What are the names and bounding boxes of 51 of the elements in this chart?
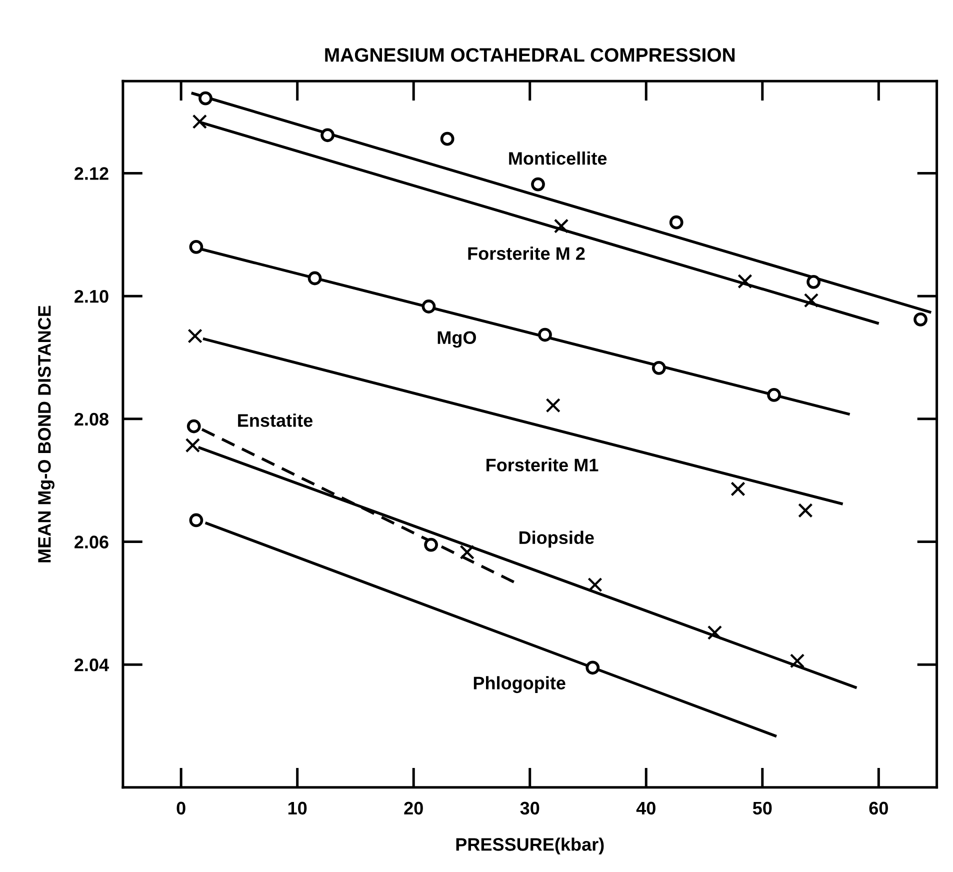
point — [424, 538, 438, 552]
x-tick-label: 10 — [288, 802, 307, 815]
chart-title: MAGNESIUM OCTAHEDRAL COMPRESSION — [325, 48, 735, 62]
point — [804, 293, 819, 308]
x-tick-label: 50 — [752, 802, 772, 815]
y-axis-title: MEAN Mg-O BOND DISTANCE — [38, 306, 54, 562]
point — [188, 328, 202, 344]
point — [730, 482, 746, 496]
y-tick-label: 2.04 — [74, 658, 109, 672]
point — [669, 215, 684, 230]
point — [798, 503, 813, 518]
x-axis-title: PRESSURE(kbar) — [456, 838, 604, 854]
point — [320, 128, 335, 142]
series-label: Monticellite — [509, 152, 607, 165]
series-label: Forsterite M 2 — [468, 246, 585, 260]
series-label: MgO — [438, 331, 476, 348]
point — [538, 328, 552, 342]
x-tick-label: 20 — [404, 802, 423, 815]
point — [189, 240, 204, 254]
point — [189, 513, 204, 528]
x-tick-label: 40 — [636, 802, 656, 815]
point — [531, 177, 545, 192]
point — [460, 544, 474, 560]
point — [440, 132, 454, 146]
point — [186, 419, 201, 434]
series-label: Enstatite — [238, 414, 313, 427]
point — [767, 388, 781, 402]
y-tick-label: 2.06 — [74, 536, 108, 548]
point — [914, 312, 928, 326]
point — [806, 274, 820, 289]
x-tick-label: 30 — [520, 802, 540, 815]
point — [652, 360, 666, 375]
series-label: Phlogopite — [474, 676, 566, 694]
point — [198, 91, 212, 106]
point — [707, 625, 722, 640]
point — [192, 114, 208, 129]
point — [790, 654, 805, 668]
point — [588, 577, 602, 592]
y-tick-label: 2.12 — [74, 167, 108, 180]
x-tick-label: 0 — [176, 802, 186, 815]
x-tick-label: 60 — [869, 802, 888, 815]
point — [586, 660, 600, 675]
series-label: Diopside — [519, 530, 594, 548]
series-label: Forsterite M1 — [486, 458, 598, 472]
point — [422, 300, 436, 314]
y-tick-label: 2.10 — [74, 290, 108, 303]
y-tick-label: 2.08 — [74, 412, 108, 426]
point — [308, 271, 322, 286]
point — [738, 274, 752, 289]
point — [546, 398, 560, 413]
point — [554, 218, 569, 234]
